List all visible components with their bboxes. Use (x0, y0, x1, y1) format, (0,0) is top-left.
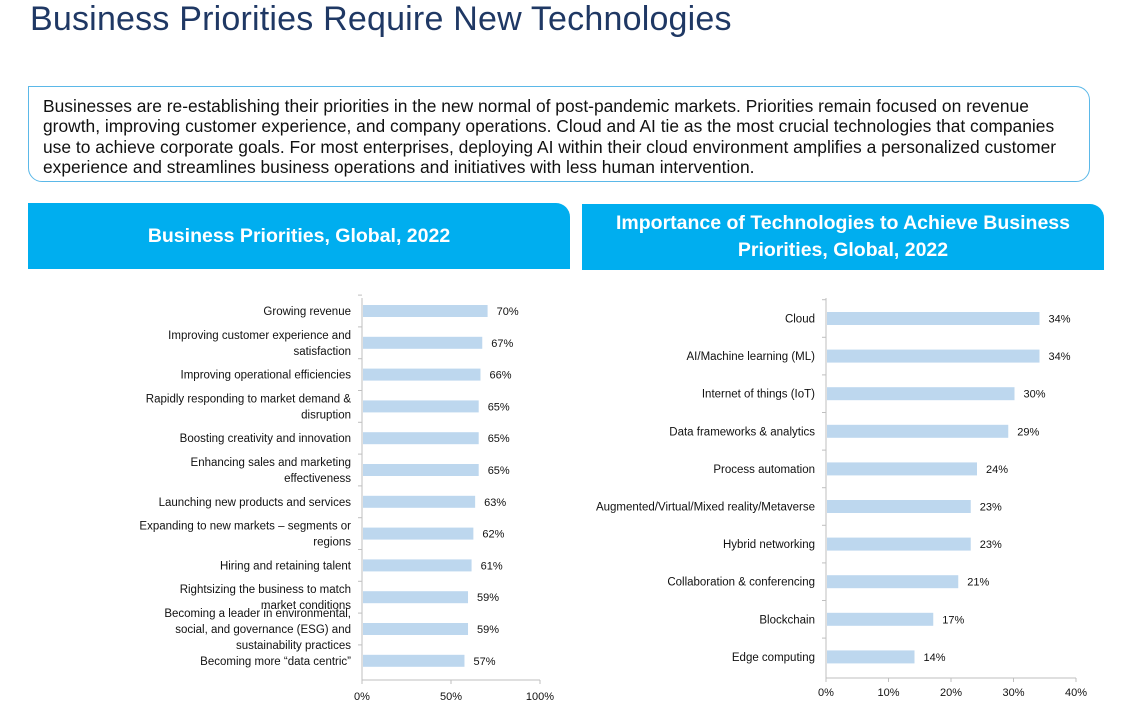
value-label: 21% (967, 577, 989, 589)
value-label: 67% (491, 338, 513, 350)
category-label: Hybrid networking (723, 539, 815, 551)
value-label: 65% (488, 433, 510, 445)
value-label: 70% (497, 306, 519, 318)
value-label: 65% (488, 465, 510, 477)
bar (363, 400, 479, 413)
value-label: 34% (1049, 351, 1071, 363)
category-label: Blockchain (759, 614, 815, 626)
category-label: Cloud (785, 314, 815, 326)
category-label: Collaboration & conferencing (667, 577, 815, 589)
value-label: 59% (477, 624, 499, 636)
x-tick-label: 50% (440, 691, 462, 703)
bar (363, 368, 481, 381)
bar (827, 612, 934, 626)
x-tick-label: 100% (526, 691, 554, 703)
category-label: Hiring and retaining talent (220, 560, 352, 572)
category-label: Becoming a leader in environmental, (164, 608, 351, 620)
bar (827, 650, 915, 664)
category-label: Process automation (713, 464, 815, 476)
x-tick-label: 20% (940, 687, 962, 699)
x-tick-label: 0% (354, 691, 370, 703)
value-label: 23% (980, 502, 1002, 514)
value-label: 17% (942, 614, 964, 626)
bar (363, 336, 483, 349)
x-tick-label: 0% (818, 687, 834, 699)
category-label: Data frameworks & analytics (669, 426, 815, 438)
value-label: 59% (477, 592, 499, 604)
bar (363, 464, 479, 476)
category-label: Boosting creativity and innovation (180, 433, 351, 445)
x-tick-label: 40% (1065, 687, 1087, 699)
category-label: Edge computing (732, 652, 815, 664)
category-label: Growing revenue (263, 306, 351, 318)
value-label: 65% (488, 401, 510, 413)
bar (363, 559, 472, 572)
value-label: 30% (1024, 389, 1046, 401)
category-label: disruption (301, 409, 351, 421)
bar (363, 495, 476, 508)
value-label: 14% (924, 652, 946, 664)
value-label: 57% (473, 656, 495, 668)
bar (363, 654, 465, 667)
value-label: 34% (1049, 314, 1071, 326)
category-label: Launching new products and services (159, 497, 352, 509)
x-tick-label: 30% (1002, 687, 1024, 699)
category-label: AI/Machine learning (ML) (687, 351, 816, 363)
bar (827, 312, 1040, 325)
category-label: Improving operational efficiencies (181, 370, 352, 382)
x-tick-label: 10% (877, 687, 899, 699)
category-label: Rapidly responding to market demand & (146, 393, 352, 405)
value-label: 62% (482, 529, 504, 541)
value-label: 61% (481, 560, 503, 572)
bar (827, 575, 959, 589)
category-label: sustainability practices (236, 640, 351, 652)
value-label: 29% (1017, 426, 1039, 438)
category-label: Augmented/Virtual/Mixed reality/Metavers… (596, 502, 815, 514)
bar (827, 500, 971, 513)
bar (363, 432, 479, 445)
value-label: 23% (980, 539, 1002, 551)
category-label: Rightsizing the business to match (180, 584, 351, 596)
bar (363, 623, 469, 635)
bar (363, 305, 488, 317)
category-label: social, and governance (ESG) and (175, 624, 351, 636)
chart-header-technologies: Importance of Technologies to Achieve Bu… (582, 204, 1104, 270)
category-label: regions (313, 537, 351, 549)
summary-box: Businesses are re-establishing their pri… (28, 86, 1090, 182)
category-label: Internet of things (IoT) (702, 389, 815, 401)
category-label: satisfaction (293, 346, 351, 358)
bar (827, 462, 977, 476)
category-label: effectiveness (284, 473, 351, 485)
bar (363, 527, 474, 540)
bar (827, 424, 1009, 438)
bar (827, 387, 1015, 401)
category-label: market conditions (261, 600, 351, 612)
category-label: Enhancing sales and marketing (191, 457, 351, 469)
page-title: Business Priorities Require New Technolo… (30, 0, 732, 38)
bar (827, 537, 971, 551)
bar (363, 591, 469, 604)
value-label: 66% (489, 370, 511, 382)
value-label: 63% (484, 497, 506, 509)
bar (827, 349, 1040, 363)
category-label: Becoming more “data centric” (200, 656, 351, 668)
value-label: 24% (986, 464, 1008, 476)
category-label: Improving customer experience and (168, 330, 351, 342)
category-label: Expanding to new markets – segments or (139, 521, 351, 533)
chart-header-business-priorities: Business Priorities, Global, 2022 (28, 203, 570, 269)
